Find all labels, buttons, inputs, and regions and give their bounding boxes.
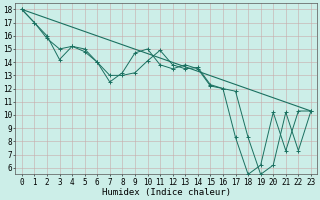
X-axis label: Humidex (Indice chaleur): Humidex (Indice chaleur) [102, 188, 231, 197]
